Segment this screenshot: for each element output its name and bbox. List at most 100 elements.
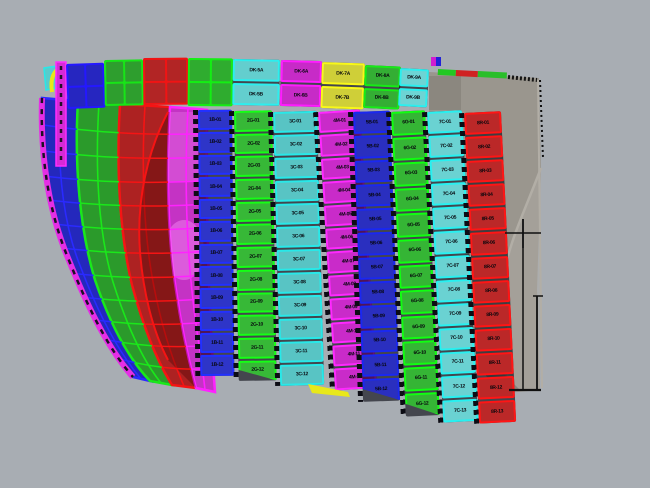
- hull-plate[interactable]: [189, 83, 210, 105]
- deck-band-column[interactable]: DK-6A DK-6B: [279, 60, 322, 108]
- hull-plate[interactable]: 2G-12: [238, 360, 276, 381]
- deck-band-column[interactable]: DK-8A DK-8B: [363, 65, 401, 110]
- deck-band-column[interactable]: [187, 58, 233, 107]
- hull-plate[interactable]: 1B-08: [199, 265, 234, 287]
- hull-plate[interactable]: DK-9A: [399, 68, 429, 88]
- hull-plate[interactable]: [166, 82, 187, 103]
- hull-plate[interactable]: 5B-05: [356, 207, 395, 232]
- hull-plate[interactable]: 6G-08: [399, 289, 435, 315]
- hull-plate[interactable]: [166, 59, 187, 81]
- hull-plate[interactable]: 6G-01: [391, 110, 427, 136]
- hull-plate[interactable]: 1B-10: [199, 310, 234, 331]
- bow-corner-plates[interactable]: [43, 61, 67, 167]
- hull-plate[interactable]: [145, 82, 165, 103]
- hull-plate[interactable]: 3C-09: [277, 294, 323, 317]
- hull-plate[interactable]: DK-6B: [279, 83, 322, 108]
- hull-plate[interactable]: [106, 61, 123, 82]
- hull-plate[interactable]: 5B-08: [358, 280, 397, 305]
- hull-plate[interactable]: 6G-09: [401, 314, 437, 341]
- hull-plate[interactable]: [86, 64, 103, 85]
- hull-plate[interactable]: 5B-07: [358, 256, 396, 280]
- hull-plate[interactable]: 7C-05: [432, 206, 469, 231]
- hull-plate[interactable]: DK-8B: [363, 87, 400, 110]
- hull-plate[interactable]: 8R-12: [476, 375, 515, 400]
- hull-plate[interactable]: 3C-05: [275, 202, 320, 225]
- hull-plate[interactable]: 1B-11: [199, 332, 235, 354]
- hull-plate[interactable]: 2G-01: [234, 110, 273, 132]
- hull-plate[interactable]: 3C-08: [277, 271, 322, 294]
- hull-plate[interactable]: 8R-06: [469, 231, 508, 256]
- hull-plate[interactable]: 8R-03: [466, 159, 505, 184]
- hull-plate[interactable]: 7C-02: [428, 134, 465, 159]
- hull-plate[interactable]: [145, 59, 165, 81]
- hull-plate[interactable]: [211, 83, 231, 105]
- hull-plate[interactable]: 6G-11: [403, 365, 439, 392]
- hull-plate[interactable]: 2G-08: [236, 269, 276, 291]
- hull-plate[interactable]: 3C-04: [274, 179, 320, 202]
- hull-plate[interactable]: 5B-10: [360, 329, 399, 353]
- hull-plate[interactable]: 6G-04: [394, 187, 430, 213]
- hull-plate[interactable]: 3C-01: [273, 110, 318, 133]
- hull-plate[interactable]: 2G-06: [235, 223, 275, 246]
- hull-plate[interactable]: DK-5B: [232, 82, 280, 106]
- hull-plate[interactable]: 3C-11: [279, 340, 324, 363]
- hull-plate[interactable]: 6G-02: [392, 135, 428, 162]
- hull-surface[interactable]: [38, 96, 217, 394]
- hull-plate[interactable]: 7C-03: [429, 158, 466, 183]
- hull-plate[interactable]: 7C-01: [427, 110, 464, 135]
- deck-band-column[interactable]: [66, 62, 106, 109]
- hull-plate[interactable]: 6G-05: [396, 212, 432, 238]
- hull-plate[interactable]: DK-5A: [232, 59, 280, 82]
- hull-plate[interactable]: 2G-02: [234, 133, 273, 155]
- hull-plate[interactable]: [68, 86, 86, 107]
- hull-plate[interactable]: 8R-02: [465, 135, 504, 160]
- hull-plate[interactable]: 2G-10: [237, 314, 276, 336]
- hull-plate[interactable]: 2G-11: [237, 337, 277, 359]
- hull-plate[interactable]: [189, 60, 210, 82]
- hull-plate[interactable]: 2G-04: [235, 178, 274, 200]
- hull-plate[interactable]: 8R-04: [467, 183, 506, 208]
- hull-plate[interactable]: 7C-04: [430, 182, 467, 207]
- hull-plate[interactable]: [124, 83, 142, 104]
- hull-plate[interactable]: 1B-06: [198, 221, 234, 242]
- deck-band-column[interactable]: [104, 59, 144, 106]
- hull-plate[interactable]: 6G-10: [402, 340, 438, 366]
- hull-plate[interactable]: 2G-03: [234, 155, 274, 178]
- hull-plate[interactable]: 2G-05: [235, 201, 274, 223]
- hull-plate[interactable]: 5B-03: [354, 159, 393, 183]
- hull-plate[interactable]: 1B-03: [198, 154, 233, 175]
- hull-plate[interactable]: DK-8A: [364, 65, 401, 88]
- hull-plate[interactable]: 2G-07: [236, 246, 275, 268]
- hull-plate[interactable]: 6G-07: [398, 263, 434, 289]
- deck-band-column[interactable]: DK-5A DK-5B: [232, 59, 280, 106]
- hull-plate[interactable]: 1B-01: [198, 109, 233, 131]
- hull-plate[interactable]: 3C-12: [279, 363, 325, 386]
- hull-plate[interactable]: 5B-04: [355, 183, 394, 208]
- hull-plate[interactable]: 8R-13: [478, 399, 517, 424]
- hull-plate[interactable]: 8R-08: [472, 279, 511, 304]
- hull-plate[interactable]: 6G-06: [397, 238, 433, 264]
- hull-plate[interactable]: DK-6A: [280, 60, 322, 84]
- hull-plate[interactable]: 1B-05: [198, 198, 233, 220]
- deck-band-column[interactable]: DK-7A DK-7B: [320, 62, 365, 110]
- hull-plate[interactable]: 3C-10: [278, 317, 323, 340]
- hull-plate[interactable]: DK-7B: [320, 85, 365, 110]
- hull-plate[interactable]: 1B-07: [199, 243, 234, 265]
- deck-band-column[interactable]: [143, 57, 189, 105]
- hull-plate[interactable]: [124, 61, 142, 82]
- hull-plate[interactable]: [68, 65, 85, 86]
- hull-plate[interactable]: 8R-05: [468, 207, 507, 232]
- hull-plate[interactable]: [211, 60, 231, 82]
- hull-plate[interactable]: 8R-11: [475, 351, 514, 376]
- hull-plate[interactable]: DK-9B: [398, 87, 428, 108]
- hull-plate[interactable]: 5B-12: [362, 378, 400, 402]
- hull-plate[interactable]: 8R-01: [464, 111, 503, 136]
- hull-plate[interactable]: 5B-02: [353, 134, 392, 159]
- hull-plate[interactable]: 3C-02: [273, 133, 319, 156]
- hull-plate[interactable]: 3C-06: [276, 225, 321, 248]
- deck-band-column[interactable]: DK-9A DK-9B: [398, 68, 429, 108]
- hull-plate[interactable]: [106, 83, 124, 104]
- hull-plate[interactable]: 2G-09: [237, 291, 276, 314]
- hull-plate[interactable]: DK-7A: [321, 62, 365, 86]
- hull-plate[interactable]: 5B-11: [361, 353, 400, 378]
